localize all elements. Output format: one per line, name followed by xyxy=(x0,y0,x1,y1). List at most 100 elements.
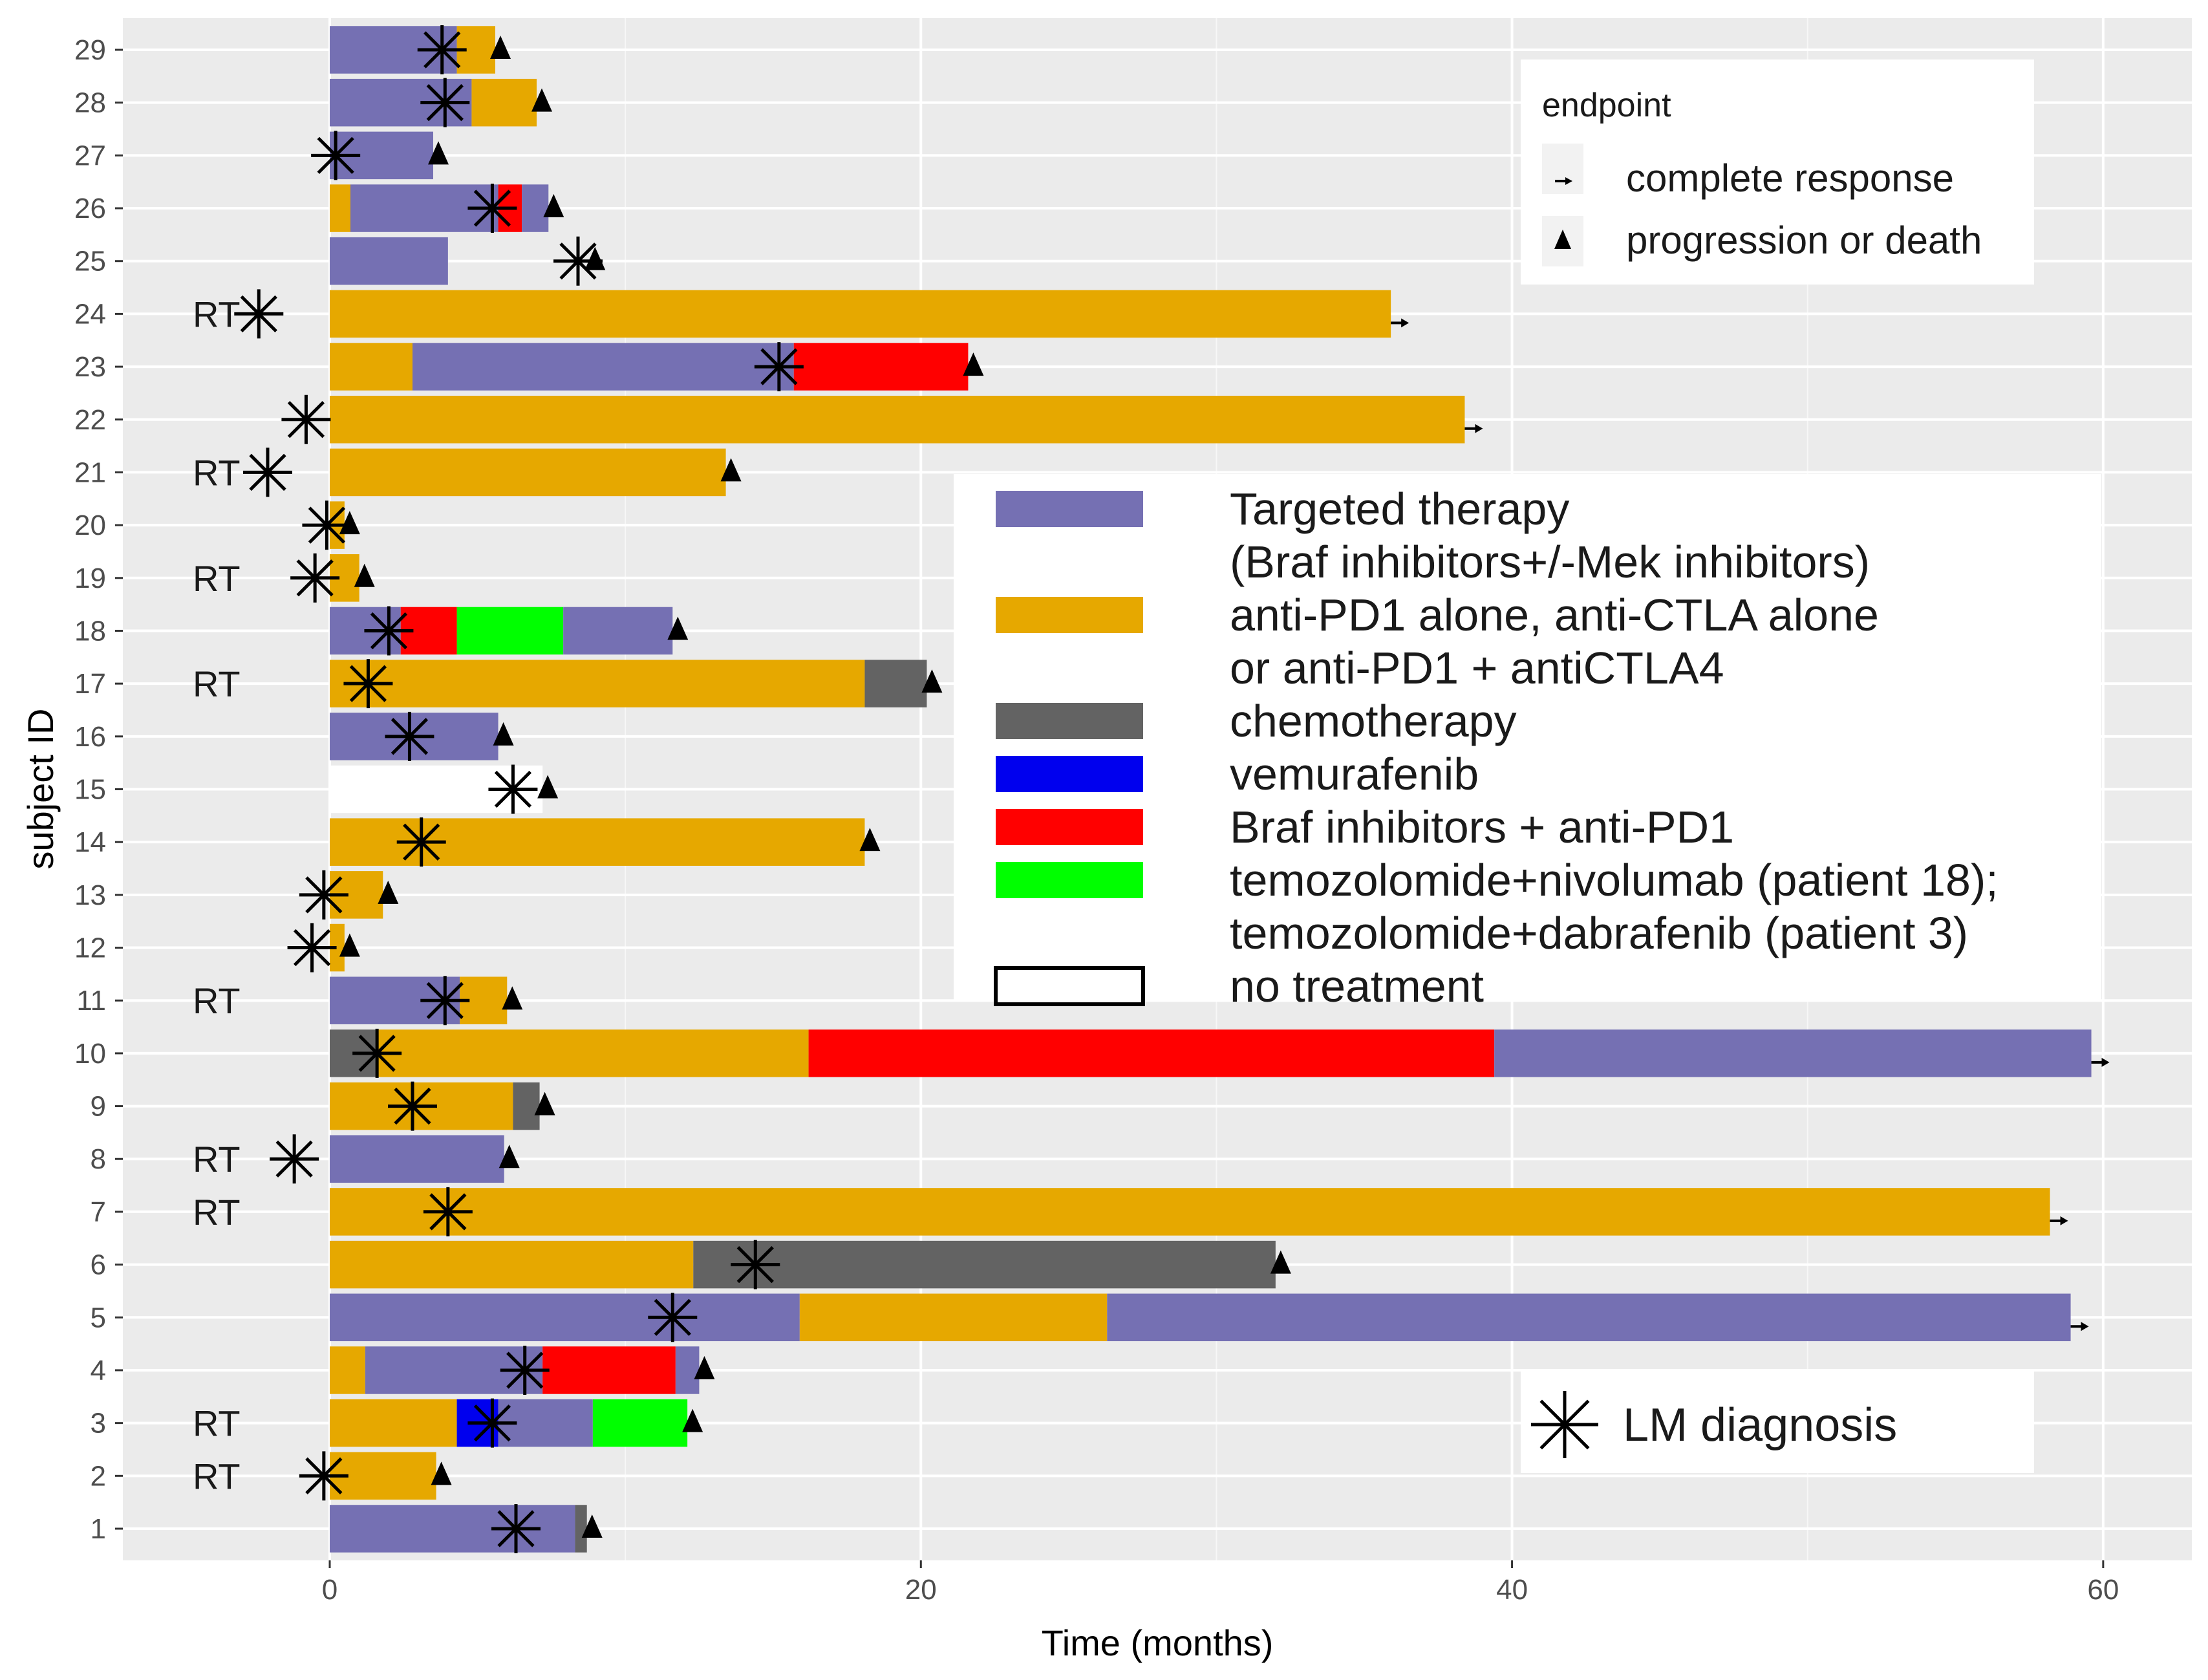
legend-key-targeted xyxy=(996,491,1143,527)
y-tick-label: 14 xyxy=(74,826,106,858)
bar-segment-targeted xyxy=(675,1346,700,1394)
legend-label-chemo: chemotherapy xyxy=(1230,696,1517,746)
legend-key-vemurafenib xyxy=(996,756,1143,792)
lm-asterisk xyxy=(343,659,393,709)
progression-triangle xyxy=(667,616,689,640)
bar-segment-chemo xyxy=(864,660,927,707)
progression-triangle xyxy=(502,986,523,1010)
y-tick-label: 20 xyxy=(74,510,106,541)
lm-asterisk xyxy=(287,923,337,973)
bar-segment-braf_pd1 xyxy=(793,343,969,391)
lm-asterisk xyxy=(488,764,538,814)
endpoint-pd-label: progression or death xyxy=(1626,219,1982,262)
bar-segment-chemo xyxy=(575,1505,587,1553)
lm-asterisk xyxy=(500,1345,550,1395)
x-axis-title: Time (months) xyxy=(1042,1622,1274,1663)
rt-label: RT xyxy=(193,294,241,334)
progression-triangle xyxy=(682,1408,703,1432)
y-axis: 1234567891011121314151617181920212223242… xyxy=(74,34,123,1545)
bar-segment-temo xyxy=(456,607,564,655)
bar-segment-antipd1 xyxy=(330,660,865,707)
lm-legend-box xyxy=(1521,1370,2034,1473)
rt-label: RT xyxy=(193,452,241,493)
y-tick-label: 15 xyxy=(74,774,106,806)
lm-asterisk xyxy=(270,1134,319,1184)
lm-asterisk xyxy=(281,394,331,444)
complete-response-arrow xyxy=(2070,1322,2089,1331)
legend-label-antipd1: anti-PD1 alone, anti-CTLA alone xyxy=(1230,590,1879,640)
bar-segment-antipd1 xyxy=(330,290,1391,338)
bar-segment-antipd1 xyxy=(330,395,1465,444)
y-tick-label: 19 xyxy=(74,563,106,594)
treatment-legend-box xyxy=(954,474,2101,1001)
y-tick-label: 23 xyxy=(74,351,106,383)
progression-triangle xyxy=(963,352,984,376)
y-tick-label: 5 xyxy=(91,1302,106,1333)
legend-label-targeted: Targeted therapy xyxy=(1230,484,1569,534)
endpoint-key-cr-bg xyxy=(1542,144,1583,194)
y-tick-label: 27 xyxy=(74,140,106,171)
legend-label-temo: temozolomide+nivolumab (patient 18); xyxy=(1230,855,1999,905)
legend-key-temo xyxy=(996,862,1143,898)
x-axis: 0 20 40 60 xyxy=(322,1560,2119,1606)
progression-triangle xyxy=(493,722,514,746)
legend-key-antipd1 xyxy=(996,597,1143,633)
endpoint-legend: endpoint complete response progression o… xyxy=(1521,59,2034,285)
y-tick-label: 11 xyxy=(76,985,106,1017)
legend-label-targeted-line2: (Braf inhibitors+/-Mek inhibitors) xyxy=(1230,537,1870,587)
rt-label: RT xyxy=(193,1403,241,1444)
bar-segment-targeted xyxy=(413,343,794,391)
endpoint-legend-box xyxy=(1521,59,2034,285)
bar-segment-chemo xyxy=(693,1240,1276,1289)
bar-segment-antipd1 xyxy=(330,343,413,391)
bar-segment-antipd1 xyxy=(377,1029,809,1077)
bar-segment-antipd1 xyxy=(471,78,537,127)
arrow-icon xyxy=(1555,177,1572,185)
x-tick-label: 0 xyxy=(322,1574,338,1606)
lm-legend: LM diagnosis xyxy=(1521,1370,2034,1473)
y-tick-label: 28 xyxy=(74,87,106,119)
y-tick-label: 21 xyxy=(74,457,106,488)
bar-segment-antipd1 xyxy=(799,1293,1108,1342)
bar-segment-targeted xyxy=(1494,1029,2092,1077)
legend-key-chemo xyxy=(996,703,1143,739)
bar-segment-antipd1 xyxy=(330,1346,365,1394)
progression-triangle xyxy=(378,880,399,904)
lm-asterisk xyxy=(754,342,804,392)
legend-label-temo-line2: temozolomide+dabrafenib (patient 3) xyxy=(1230,908,1968,958)
y-tick-label: 26 xyxy=(74,193,106,224)
legend-key-braf_pd1 xyxy=(996,809,1143,845)
bar-segment-antipd1 xyxy=(330,1188,2050,1236)
lm-asterisk xyxy=(396,817,446,867)
y-tick-label: 22 xyxy=(74,404,106,436)
progression-triangle xyxy=(431,1461,452,1485)
lm-legend-label: LM diagnosis xyxy=(1623,1399,1897,1451)
progression-triangle xyxy=(543,194,564,218)
y-tick-label: 9 xyxy=(91,1091,106,1123)
lm-asterisk xyxy=(420,78,470,127)
lm-legend-asterisk xyxy=(1531,1391,1598,1458)
rt-labels: RT RT RT RT RT RT RT RT RT xyxy=(193,294,241,1496)
complete-response-arrow xyxy=(1391,318,1409,328)
bar-segment-targeted xyxy=(330,237,448,285)
complete-response-arrow xyxy=(1464,424,1483,433)
legend-label-vemurafenib: vemurafenib xyxy=(1230,749,1479,799)
x-tick-label: 20 xyxy=(905,1574,937,1606)
bar-segment-targeted xyxy=(522,184,549,232)
bar-segment-antipd1 xyxy=(330,448,726,497)
lm-asterisk xyxy=(553,236,603,286)
y-tick-label: 13 xyxy=(74,879,106,911)
bar-segment-targeted xyxy=(330,1293,800,1342)
lm-asterisk xyxy=(311,131,361,180)
endpoint-cr-label: complete response xyxy=(1626,156,1954,200)
markers xyxy=(234,25,2110,1553)
y-tick-label: 1 xyxy=(91,1513,106,1545)
lm-asterisk xyxy=(302,501,352,550)
bar-segment-antipd1 xyxy=(330,923,345,972)
y-tick-label: 29 xyxy=(74,34,106,66)
y-tick-label: 7 xyxy=(91,1196,106,1228)
rt-label: RT xyxy=(193,1139,241,1179)
lm-asterisk xyxy=(385,711,434,761)
y-tick-label: 16 xyxy=(74,721,106,753)
